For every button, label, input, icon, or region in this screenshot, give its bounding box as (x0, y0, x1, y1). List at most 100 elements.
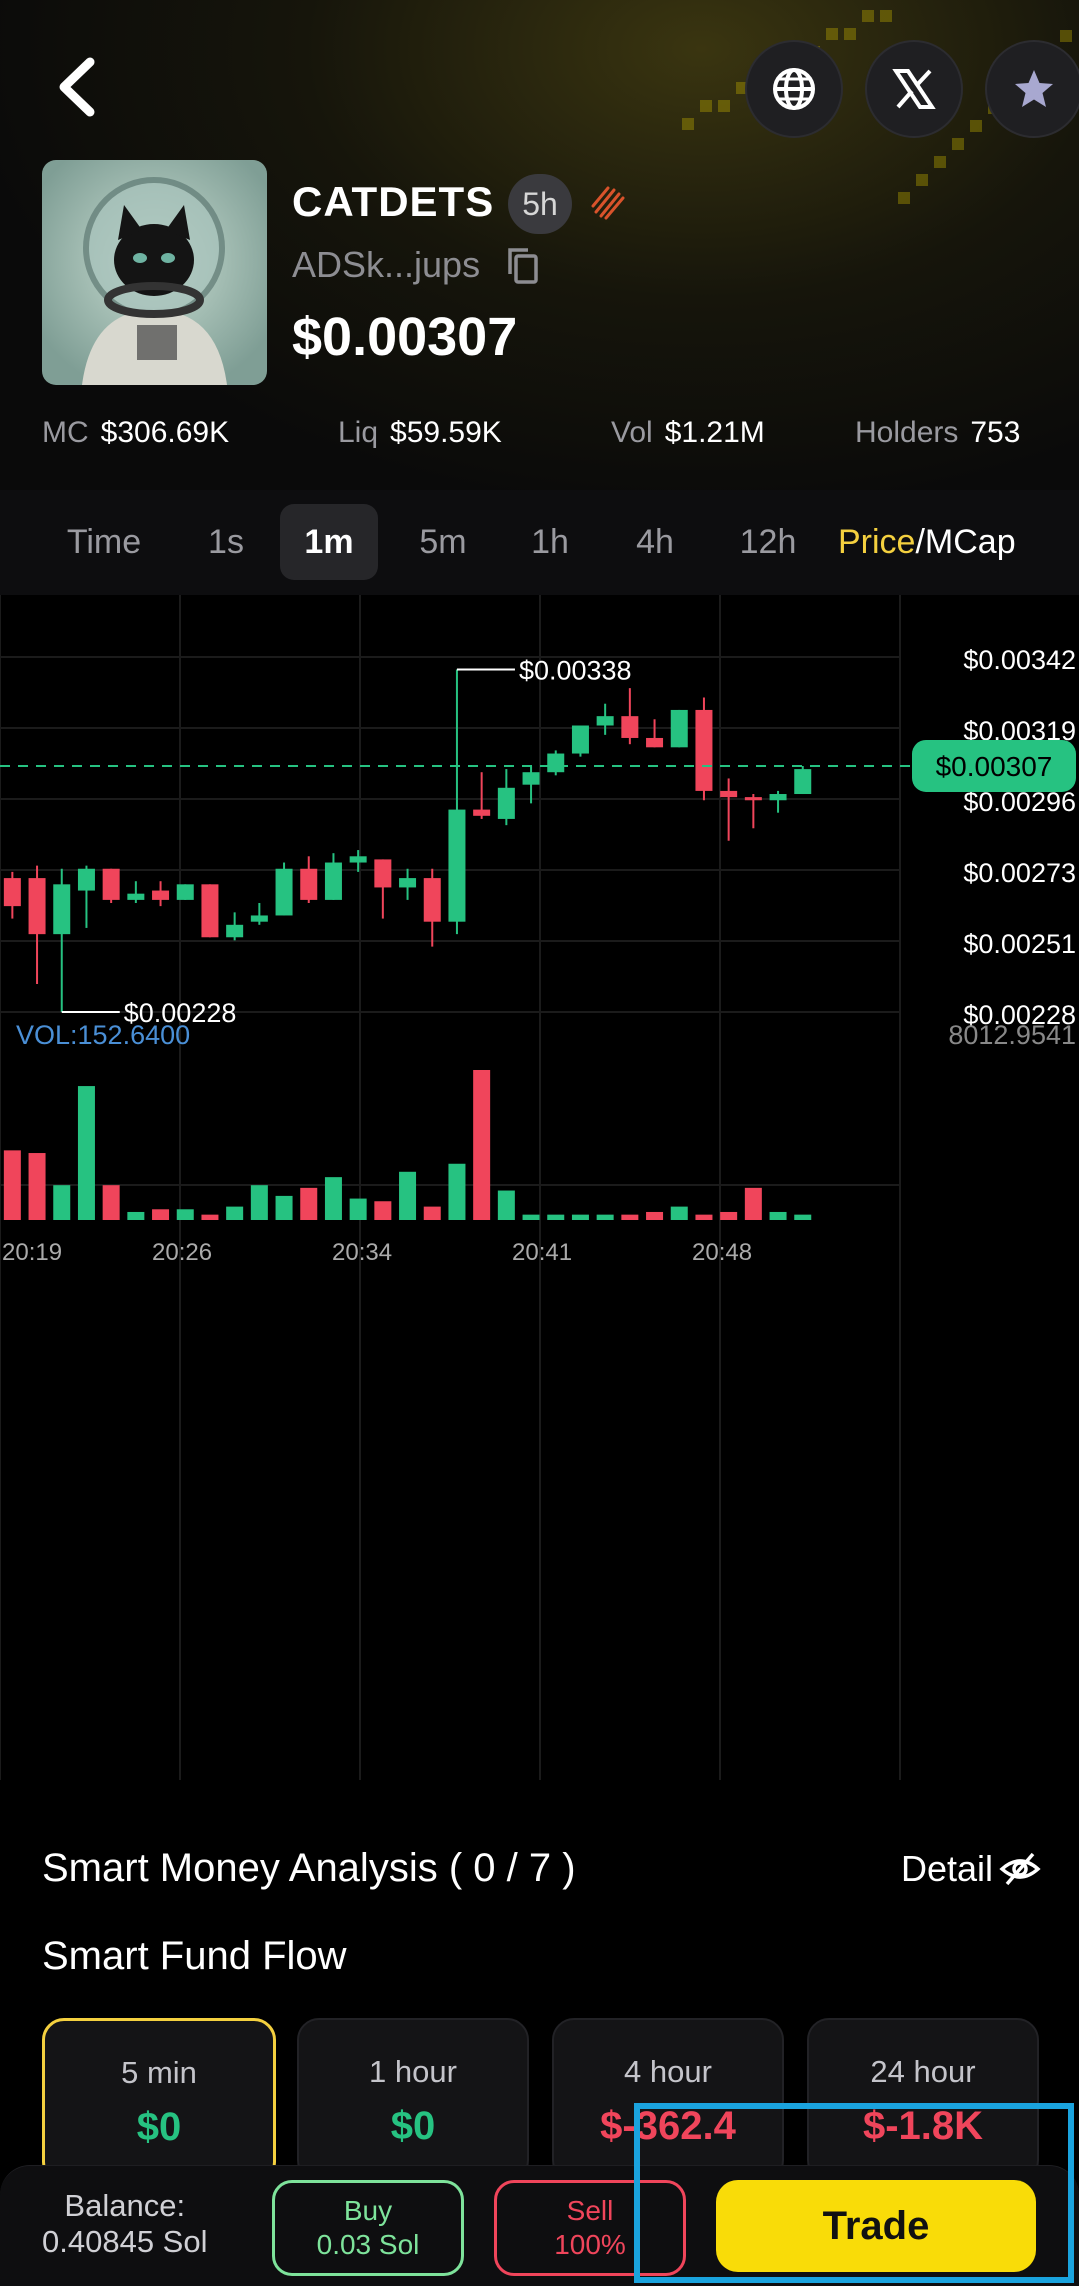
tab-5m[interactable]: 5m (419, 523, 467, 561)
candle-body (769, 794, 787, 801)
flow-card-24hour[interactable]: 24 hour $-1.8K (807, 2018, 1039, 2182)
copy-icon[interactable] (506, 246, 542, 286)
volume-bar (3, 1150, 21, 1220)
smart-fund-flow-title: Smart Fund Flow (42, 1934, 347, 1978)
volume-bar (324, 1177, 342, 1220)
volume-bar (201, 1214, 219, 1220)
token-price: $0.00307 (292, 307, 518, 367)
volume-bar (152, 1209, 170, 1220)
candle-body (374, 859, 392, 888)
candle-body (176, 884, 194, 900)
x-axis-label: 20:26 (152, 1239, 212, 1266)
volume-bar (226, 1206, 244, 1220)
volume-bar (77, 1086, 95, 1220)
price-mcap-toggle[interactable]: Price/MCap (838, 523, 1016, 561)
tab-time[interactable]: Time (66, 523, 142, 561)
volume-bar (571, 1214, 589, 1220)
volume-bar (670, 1206, 688, 1220)
x-axis-label: 20:48 (692, 1239, 752, 1266)
volume-bar (374, 1201, 392, 1220)
candle-body (744, 797, 762, 801)
volume-bar (720, 1211, 738, 1220)
candle-body (720, 790, 738, 798)
tab-12h[interactable]: 12h (739, 523, 797, 561)
current-price-tag (912, 739, 1076, 792)
volume-bar (102, 1185, 120, 1220)
x-logo-icon (892, 69, 936, 109)
flow-card-1hour[interactable]: 1 hour $0 (297, 2018, 529, 2182)
volume-bar (399, 1171, 417, 1220)
volume-bar (646, 1211, 664, 1220)
candle-body (152, 890, 170, 900)
candle-body (53, 884, 71, 935)
stat-volume: Vol $1.21M (611, 416, 765, 449)
candle-body (497, 787, 515, 819)
favorite-button[interactable] (985, 40, 1079, 138)
volume-bar (596, 1214, 614, 1220)
candle-body (28, 878, 46, 935)
y-axis-label: $0.00342 (963, 645, 1076, 675)
tab-4h[interactable]: 4h (636, 523, 674, 561)
current-price-label: $0.00307 (936, 751, 1053, 782)
tab-1s[interactable]: 1s (208, 523, 244, 561)
volume-bar (127, 1211, 145, 1220)
candle-body (102, 868, 120, 900)
trade-button[interactable]: Trade (716, 2180, 1036, 2272)
candle-body (547, 753, 565, 773)
smart-money-title: Smart Money Analysis ( 0 / 7 ) (42, 1846, 576, 1890)
stat-market-cap: MC $306.69K (42, 416, 230, 449)
x-axis-label: 20:19 (2, 1239, 62, 1266)
tab-1m[interactable]: 1m (280, 504, 378, 580)
token-header: CATDETS 5h ADSk...jups $0.00307 MC $306.6… (0, 0, 1079, 490)
candle-body (77, 868, 95, 891)
candle-body (670, 709, 688, 748)
balance-display: Balance: 0.40845 Sol (42, 2188, 208, 2259)
candle-body (324, 862, 342, 900)
quick-sell-button[interactable]: Sell 100% (494, 2180, 686, 2276)
back-button[interactable] (50, 52, 110, 122)
price-chart[interactable]: $0.00342 $0.00319 $0.00296 $0.00273 $0.00251… (0, 595, 1079, 1840)
volume-bar (275, 1195, 293, 1220)
y-axis-label: $0.00228 (963, 1000, 1076, 1030)
timeframe-bar: Time 1s 1m 5m 1h 4h 12h Price/MCap (0, 490, 1079, 595)
candle-body (226, 924, 244, 938)
token-name: CATDETS (292, 178, 495, 225)
volume-bar (744, 1187, 762, 1220)
candle-body (250, 915, 268, 922)
volume-bar (28, 1153, 46, 1220)
candle-body (571, 725, 589, 754)
candle-body (448, 809, 466, 922)
eye-off-icon (999, 1852, 1041, 1886)
high-marker-label: $0.00338 (519, 655, 632, 685)
detail-button[interactable]: Detail (901, 1848, 1041, 1890)
x-twitter-button[interactable] (865, 40, 963, 138)
website-button[interactable] (745, 40, 843, 138)
volume-bar (423, 1206, 441, 1220)
volume-bar (522, 1214, 540, 1220)
stat-holders: Holders 753 (855, 416, 1021, 449)
volume-bar (621, 1214, 639, 1220)
volume-bar (448, 1163, 466, 1220)
volume-bar (349, 1198, 367, 1220)
candle-body (621, 716, 639, 738)
flow-card-4hour[interactable]: 4 hour $-362.4 (552, 2018, 784, 2182)
volume-bar (497, 1190, 515, 1220)
candle-body (3, 878, 21, 907)
volume-bar (473, 1070, 491, 1220)
candlestick-chart: $0.00342$0.00319$0.00296$0.00273$0.00251… (0, 595, 1076, 1780)
candle-body (646, 737, 664, 748)
y-axis-label: $0.00273 (963, 858, 1076, 888)
candle-body (794, 769, 812, 795)
volume-bar (53, 1185, 71, 1220)
tab-1h[interactable]: 1h (531, 523, 569, 561)
quick-buy-button[interactable]: Buy 0.03 Sol (272, 2180, 464, 2276)
y-axis-label: $0.00296 (963, 787, 1076, 817)
bottom-action-bar: Balance: 0.40845 Sol Buy 0.03 Sol Sell 1… (0, 2165, 1079, 2286)
flow-card-5min[interactable]: 5 min $0 (42, 2018, 276, 2184)
candle-body (596, 716, 614, 726)
volume-bar (176, 1209, 194, 1220)
low-marker-label: $0.00228 (124, 998, 237, 1028)
mcap-toggle-label: MCap (924, 523, 1016, 561)
candle-body (695, 709, 713, 791)
volume-bar (794, 1214, 812, 1220)
